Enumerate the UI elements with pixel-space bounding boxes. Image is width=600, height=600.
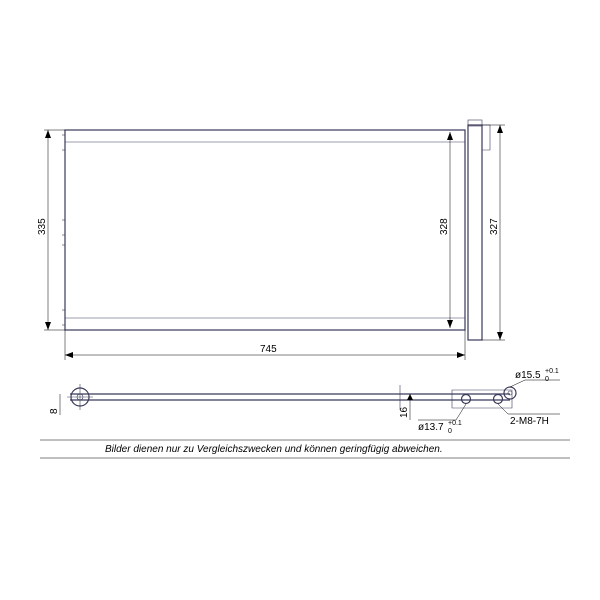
disclaimer-text: Bilder dienen nur zu Vergleichszwecken u… [105,444,443,455]
callout-dia-15-5: ø15.5 [515,370,541,381]
dim-h328: 328 [439,218,450,235]
front-view [62,120,490,340]
dimensions-front: 745 335 328 327 [37,125,505,360]
dim-h327: 327 [489,218,500,235]
tol-up-15-5: +0.1 [545,368,559,375]
tol-dn-15-5: 0 [545,376,549,383]
dim-width: 745 [260,344,277,355]
tol-up-13-7: +0.1 [448,420,462,427]
dim-h335: 335 [37,218,48,235]
tol-dn-13-7: 0 [448,428,452,435]
side-view: ø15.5 +0.1 0 2-M8-7H ø13.7 +0.1 0 16 8 [49,368,560,435]
dim-16: 16 [399,406,410,418]
technical-drawing: 745 335 328 327 [0,0,600,600]
callout-thread: 2-M8-7H [510,416,549,427]
callout-dia-13-7: ø13.7 [418,422,444,433]
dim-8: 8 [49,408,60,414]
